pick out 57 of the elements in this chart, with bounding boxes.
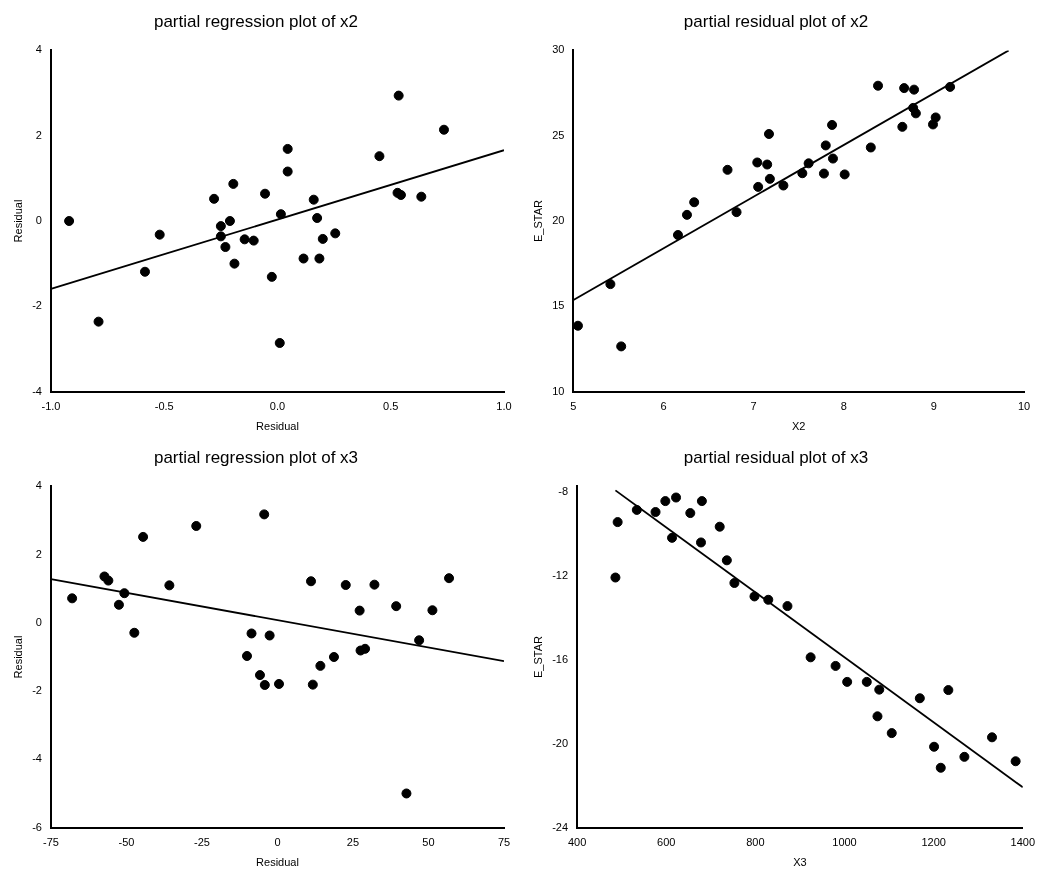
x-tick-label: 0.0 (269, 400, 286, 413)
y-tick-label: -16 (552, 652, 569, 665)
y-tick-label: 20 (552, 214, 565, 227)
x-tick-label: -50 (118, 836, 135, 849)
x-tick-label: 9 (930, 400, 937, 413)
y-tick-label: -24 (552, 820, 569, 833)
y-tick-label: -2 (32, 299, 42, 312)
y-tick-label: -12 (552, 568, 569, 581)
x-tick-label: 1.0 (496, 400, 512, 413)
y-axis-title: E_STAR (531, 199, 544, 242)
x-tick-label: 1200 (921, 836, 946, 849)
x-axis-title: Residual (256, 856, 299, 869)
x-tick-label: 600 (657, 836, 676, 849)
x-tick-label: -1.0 (41, 400, 61, 413)
x-tick-label: -25 (194, 836, 210, 849)
x-tick-label: 8 (840, 400, 847, 413)
x-tick-label: 50 (422, 836, 435, 849)
x-tick-label: 6 (660, 400, 667, 413)
x-tick-label: 400 (567, 836, 587, 849)
x-tick-label: 10 (1017, 400, 1031, 413)
y-tick-label: 2 (35, 128, 42, 141)
x-tick-label: 800 (746, 836, 765, 849)
y-tick-label: 10 (552, 384, 565, 397)
y-tick-label: -2 (32, 684, 42, 697)
y-axis-title: E_STAR (531, 635, 544, 678)
x-tick-label: 7 (750, 400, 757, 413)
x-tick-label: 1400 (1010, 836, 1036, 849)
x-axis-title: X3 (793, 856, 807, 869)
y-axis-title: Residual (11, 199, 24, 243)
y-tick-label: 25 (552, 128, 565, 141)
y-tick-label: -20 (552, 736, 569, 749)
x-axis-title: X2 (791, 420, 806, 433)
y-tick-label: -4 (32, 752, 42, 765)
y-tick-label: -8 (558, 484, 569, 497)
chart-title: partial residual plot of x2 (683, 11, 869, 31)
y-tick-label: -6 (32, 820, 42, 833)
y-tick-label: 30 (552, 43, 565, 56)
y-tick-label: 4 (35, 479, 42, 492)
x-tick-label: 5 (570, 400, 577, 413)
x-tick-label: 25 (346, 836, 360, 849)
y-tick-label: 2 (35, 547, 42, 560)
chart-title: partial regression plot of x2 (153, 11, 359, 31)
chart-title: partial residual plot of x3 (683, 447, 869, 467)
y-tick-label: 0 (35, 615, 42, 628)
x-axis-title: Residual (256, 420, 299, 433)
x-tick-label: 1000 (832, 836, 857, 849)
x-tick-label: -75 (43, 836, 59, 849)
y-tick-label: 4 (35, 43, 42, 56)
x-tick-label: 0 (274, 836, 281, 849)
y-tick-label: 15 (552, 299, 565, 312)
y-tick-label: -4 (32, 384, 42, 397)
y-tick-label: 0 (35, 214, 42, 227)
x-tick-label: 0.5 (383, 400, 399, 413)
x-tick-label: 75 (497, 836, 511, 849)
x-tick-label: -0.5 (154, 400, 174, 413)
chart-title: partial regression plot of x3 (153, 447, 359, 467)
y-axis-title: Residual (11, 635, 24, 679)
